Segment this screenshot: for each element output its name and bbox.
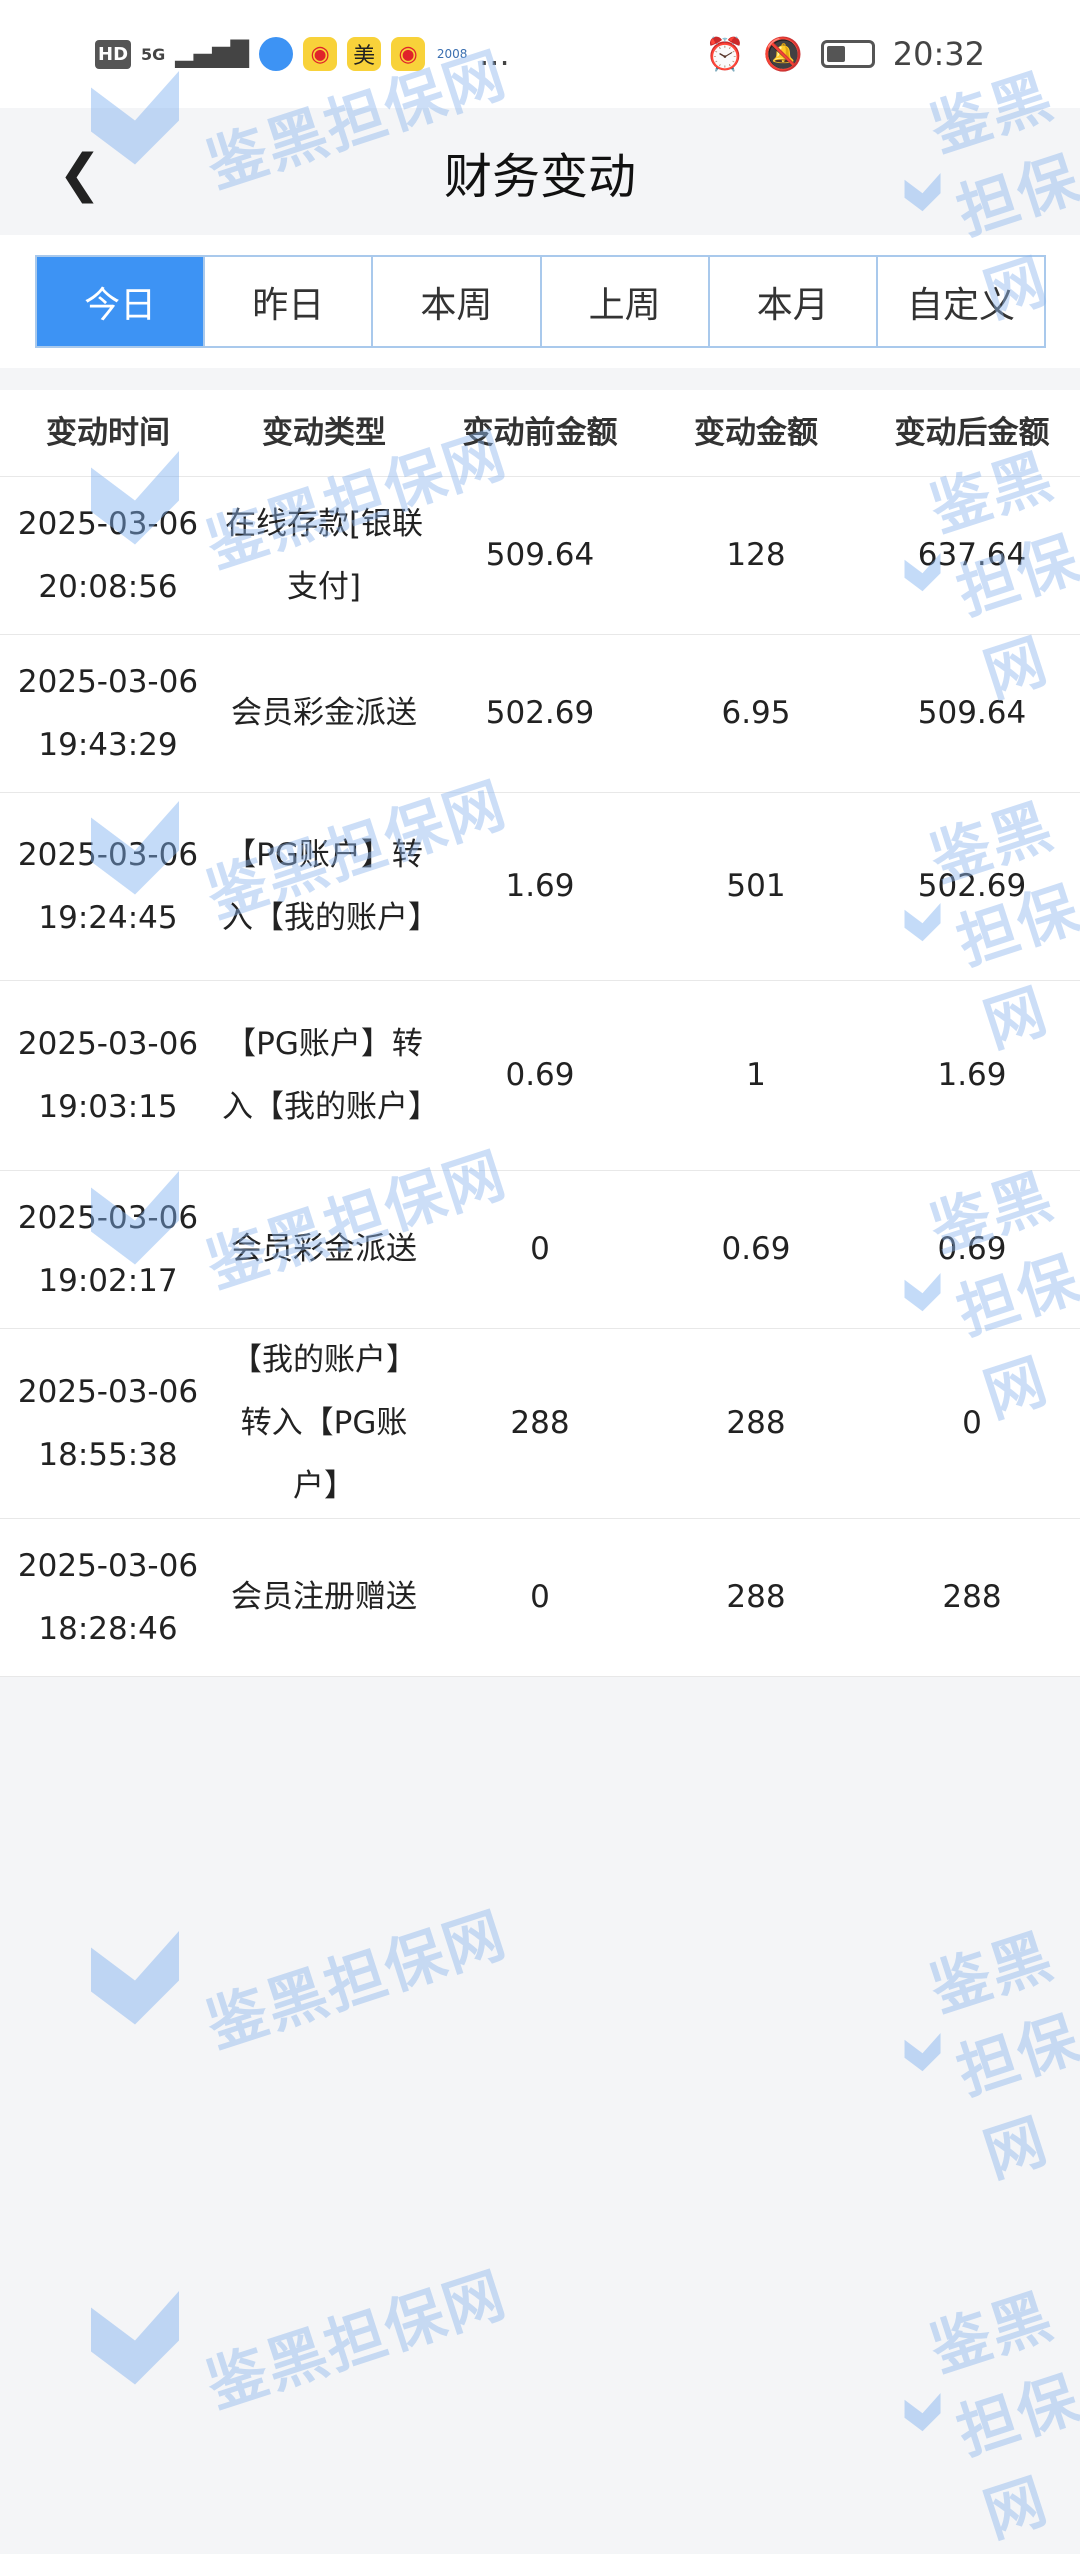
date-text: 2025-03-06 — [17, 1373, 199, 1410]
time-cell: 2025-03-06 18:55:38 — [0, 1361, 216, 1487]
type-cell: 会员彩金派送 — [231, 695, 417, 731]
tab-yesterday[interactable]: 昨日 — [205, 257, 374, 346]
time-text: 19:24:45 — [38, 899, 178, 936]
type-cell: 【我的账户】转入【PG账户】 — [231, 1342, 417, 1504]
time-cell: 2025-03-06 18:28:46 — [0, 1535, 216, 1661]
watermark-text: 鉴黑担保网 — [922, 1920, 1080, 2192]
tab-this-month[interactable]: 本月 — [709, 257, 878, 346]
battery-icon — [820, 40, 875, 68]
time-text: 19:03:15 — [38, 1088, 178, 1125]
time-text: 19:43:29 — [38, 726, 178, 763]
tab-this-week[interactable]: 本周 — [373, 257, 542, 346]
after-amount-cell: 0 — [962, 1405, 982, 1441]
before-amount-cell: 502.69 — [485, 695, 595, 731]
shield-logo-icon — [91, 1931, 179, 2025]
after-amount-cell: 0.69 — [937, 1231, 1007, 1267]
table-row: 2025-03-06 19:43:29 会员彩金派送 502.69 6.95 50… — [0, 635, 1080, 793]
tab-custom[interactable]: 自定义 — [877, 257, 1045, 346]
amount-cell: 128 — [726, 537, 786, 573]
date-text: 2025-03-06 — [17, 505, 199, 542]
app-header: ❮ 财务变动 — [0, 108, 1080, 235]
alarm-icon: ⏰ — [705, 35, 745, 73]
date-text: 2025-03-06 — [17, 1547, 199, 1584]
after-amount-cell: 1.69 — [937, 1057, 1007, 1093]
status-bar: HD 5G ▂▄▆█ ◉ 美 ◉ 2008 ... ⏰ 🔕 20:32 — [0, 0, 1080, 108]
table-row: 2025-03-06 18:28:46 会员注册赠送 0 288 288 — [0, 1519, 1080, 1677]
more-icon: ... — [479, 35, 510, 73]
signal-icon: ▂▄▆█ — [175, 40, 250, 68]
watermark-text: 鉴黑担保网 — [922, 2280, 1080, 2552]
date-text: 2025-03-06 — [17, 836, 199, 873]
watermark: 鉴黑担保网 — [80, 1899, 515, 2061]
date-filter: 今日 昨日 本周 上周 本月 自定义 — [0, 235, 1080, 368]
before-amount-cell: 1.69 — [505, 868, 575, 904]
amount-cell: 288 — [726, 1405, 786, 1441]
2008-app-icon: 2008 — [436, 47, 468, 61]
after-amount-cell: 288 — [942, 1579, 1002, 1615]
before-amount-cell: 288 — [510, 1405, 570, 1441]
watermark-text: 鉴黑担保网 — [198, 2259, 515, 2422]
column-header: 变动类型 — [262, 414, 386, 451]
time-cell: 2025-03-06 20:08:56 — [0, 493, 216, 619]
date-text: 2025-03-06 — [17, 1025, 199, 1062]
column-header: 变动时间 — [46, 414, 170, 451]
time-cell: 2025-03-06 19:02:17 — [0, 1187, 216, 1313]
before-amount-cell: 509.64 — [485, 537, 595, 573]
date-text: 2025-03-06 — [17, 1199, 199, 1236]
clock: 20:32 — [892, 35, 985, 73]
type-cell: 会员彩金派送 — [231, 1231, 417, 1267]
time-text: 18:28:46 — [38, 1610, 178, 1647]
hd-icon: HD — [95, 39, 132, 69]
shield-logo-icon — [91, 2291, 179, 2385]
network-label: 5G — [141, 44, 166, 64]
watermark: 鉴黑担保网 — [900, 2280, 1080, 2551]
time-text: 18:55:38 — [38, 1436, 178, 1473]
amount-cell: 6.95 — [721, 695, 791, 731]
column-header: 变动金额 — [694, 414, 818, 451]
time-text: 20:08:56 — [38, 568, 178, 605]
time-cell: 2025-03-06 19:43:29 — [0, 651, 216, 777]
table-row: 2025-03-06 19:02:17 会员彩金派送 0 0.69 0.69 — [0, 1171, 1080, 1329]
weibo-icon: ◉ — [303, 37, 338, 71]
time-cell: 2025-03-06 19:03:15 — [0, 1013, 216, 1139]
tab-last-week[interactable]: 上周 — [541, 257, 710, 346]
weibo-icon: ◉ — [391, 37, 426, 71]
type-cell: 会员注册赠送 — [231, 1579, 417, 1615]
column-header: 变动后金额 — [894, 414, 1050, 451]
after-amount-cell: 509.64 — [917, 695, 1027, 731]
shield-logo-icon — [904, 2032, 941, 2071]
table-row: 2025-03-06 19:24:45 【PG账户】转入【我的账户】 1.69 5… — [0, 793, 1080, 981]
column-header: 变动前金额 — [462, 414, 618, 451]
type-cell: 【PG账户】转入【我的账户】 — [222, 836, 439, 936]
table-row: 2025-03-06 19:03:15 【PG账户】转入【我的账户】 0.69 1… — [0, 981, 1080, 1171]
before-amount-cell: 0.69 — [505, 1057, 575, 1093]
before-amount-cell: 0 — [530, 1231, 550, 1267]
after-amount-cell: 637.64 — [917, 537, 1027, 573]
browser-icon — [259, 37, 294, 71]
table-header: 变动时间 变动类型 变动前金额 变动金额 变动后金额 — [0, 390, 1080, 477]
tab-today[interactable]: 今日 — [37, 257, 206, 346]
amount-cell: 0.69 — [721, 1231, 791, 1267]
page-title: 财务变动 — [443, 148, 636, 205]
chevron-left-icon[interactable]: ❮ — [58, 144, 102, 204]
watermark-text: 鉴黑担保网 — [198, 1899, 515, 2062]
date-text: 2025-03-06 — [17, 663, 199, 700]
shield-logo-icon — [904, 2392, 941, 2431]
watermark: 鉴黑担保网 — [80, 2259, 515, 2421]
watermark: 鉴黑担保网 — [900, 1920, 1080, 2191]
after-amount-cell: 502.69 — [917, 868, 1027, 904]
amount-cell: 501 — [726, 868, 786, 904]
mute-icon: 🔕 — [762, 35, 803, 73]
amount-cell: 288 — [726, 1579, 786, 1615]
time-cell: 2025-03-06 19:24:45 — [0, 824, 216, 950]
transactions-table: 变动时间 变动类型 变动前金额 变动金额 变动后金额 2025-03-06 20:… — [0, 390, 1080, 1677]
type-cell: 在线存款[银联支付] — [224, 505, 424, 605]
table-row: 2025-03-06 20:08:56 在线存款[银联支付] 509.64 128… — [0, 477, 1080, 635]
time-text: 19:02:17 — [38, 1262, 178, 1299]
type-cell: 【PG账户】转入【我的账户】 — [222, 1025, 439, 1125]
before-amount-cell: 0 — [530, 1579, 550, 1615]
meituan-icon: 美 — [347, 37, 382, 71]
amount-cell: 1 — [746, 1057, 766, 1093]
table-row: 2025-03-06 18:55:38 【我的账户】转入【PG账户】 288 28… — [0, 1329, 1080, 1519]
